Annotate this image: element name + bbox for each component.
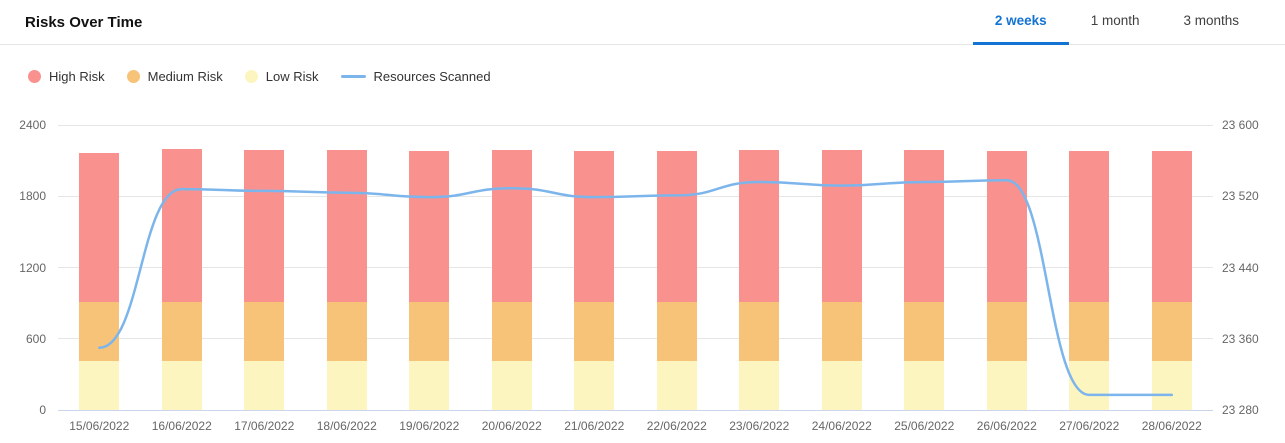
y-axis-left-tick-label: 1800	[19, 189, 46, 204]
legend-line-marker-icon	[340, 75, 366, 78]
bar-segment-medium-risk[interactable]	[326, 301, 367, 361]
bar-segment-medium-risk[interactable]	[574, 301, 615, 361]
x-axis-tick-label: 21/06/2022	[564, 419, 625, 433]
bar-segment-medium-risk[interactable]	[491, 301, 532, 361]
bar-segment-high-risk[interactable]	[244, 149, 285, 302]
x-axis-tick-label: 19/06/2022	[399, 419, 460, 433]
legend-item-resources-scanned[interactable]: Resources Scanned	[340, 69, 491, 84]
bar-segment-low-risk[interactable]	[244, 360, 285, 410]
bar-segment-high-risk[interactable]	[161, 149, 202, 302]
legend-item-label: Resources Scanned	[373, 69, 491, 84]
x-axis-tick-label: 18/06/2022	[316, 419, 377, 433]
gridline	[58, 267, 1213, 268]
bar-segment-high-risk[interactable]	[1069, 151, 1110, 302]
page-title: Risks Over Time	[25, 13, 143, 31]
y-axis-left-tick-label: 0	[39, 403, 46, 417]
bar-segment-medium-risk[interactable]	[904, 301, 945, 361]
y-axis-right-tick-label: 23 440	[1222, 260, 1259, 275]
tab-2-weeks[interactable]: 2 weeks	[972, 0, 1069, 45]
bar-segment-medium-risk[interactable]	[79, 301, 120, 361]
bar-segment-medium-risk[interactable]	[1151, 301, 1192, 361]
bar-segment-medium-risk[interactable]	[244, 301, 285, 361]
x-axis-tick-label: 20/06/2022	[481, 419, 542, 433]
legend-item-label: Low Risk	[265, 69, 319, 84]
bar-segment-high-risk[interactable]	[79, 152, 120, 302]
y-axis-left-tick-label: 1200	[19, 260, 46, 275]
plot-area	[58, 124, 1213, 411]
bar-segment-high-risk[interactable]	[1151, 151, 1192, 302]
bar-segment-low-risk[interactable]	[904, 360, 945, 410]
chart-legend: High Risk Medium Risk Low Risk Resources Sc…	[28, 69, 491, 84]
bar-segment-low-risk[interactable]	[409, 360, 450, 410]
legend-dot-icon	[28, 70, 41, 83]
gridline	[58, 338, 1213, 340]
tab-1-month[interactable]: 1 month	[1090, 13, 1140, 28]
x-axis-tick-label: 16/06/2022	[151, 419, 212, 433]
time-range-tabs: 2 weeks 1 month 3 months	[972, 0, 1285, 45]
bar-segment-low-risk[interactable]	[656, 360, 697, 410]
x-axis-tick-label: 26/06/2022	[976, 419, 1037, 433]
x-axis-tick-label: 28/06/2022	[1141, 419, 1202, 433]
tab-3-months[interactable]: 3 months	[1183, 13, 1239, 28]
bar-segment-low-risk[interactable]	[821, 360, 862, 410]
legend-item-label: High Risk	[49, 69, 105, 84]
legend-dot-icon	[244, 70, 258, 83]
x-axis-tick-label: 22/06/2022	[646, 419, 707, 433]
resources-scanned-line	[98, 178, 1174, 397]
bar-segment-medium-risk[interactable]	[656, 301, 697, 361]
bar-segment-medium-risk[interactable]	[821, 301, 862, 361]
x-axis-tick-label: 15/06/2022	[69, 419, 130, 433]
x-axis-tick-label: 24/06/2022	[811, 419, 872, 433]
legend-item-label: Medium Risk	[147, 69, 223, 84]
widget-header: Risks Over Time 2 weeks 1 month 3 months	[0, 0, 1285, 45]
bar-segment-low-risk[interactable]	[491, 360, 532, 410]
gridline	[58, 124, 1213, 126]
bar-segment-high-risk[interactable]	[821, 149, 862, 302]
legend-dot-icon	[126, 70, 140, 83]
x-axis-tick-label: 23/06/2022	[729, 419, 790, 433]
bar-segment-low-risk[interactable]	[326, 360, 367, 410]
bar-segment-medium-risk[interactable]	[739, 301, 780, 361]
y-axis-right-tick-label: 23 360	[1222, 331, 1259, 346]
x-axis-tick-label: 25/06/2022	[894, 419, 955, 433]
y-axis-left-tick-label: 600	[25, 331, 46, 346]
legend-item-low-risk[interactable]: Low Risk	[244, 69, 319, 84]
bar-segment-low-risk[interactable]	[1151, 360, 1192, 410]
bar-segment-low-risk[interactable]	[986, 360, 1027, 410]
bar-segment-medium-risk[interactable]	[409, 301, 450, 361]
bar-segment-high-risk[interactable]	[574, 150, 615, 302]
bar-segment-high-risk[interactable]	[986, 150, 1027, 302]
x-axis-line	[58, 409, 1213, 411]
bar-segment-high-risk[interactable]	[904, 149, 945, 302]
bar-segment-high-risk[interactable]	[656, 151, 697, 302]
legend-item-medium-risk[interactable]: Medium Risk	[126, 69, 223, 84]
y-axis-right-tick-label: 23 280	[1222, 403, 1259, 417]
x-axis-tick-label: 27/06/2022	[1059, 419, 1120, 433]
bar-segment-high-risk[interactable]	[491, 149, 532, 302]
y-axis-right-tick-label: 23 520	[1222, 189, 1259, 204]
bar-segment-low-risk[interactable]	[79, 360, 120, 410]
y-axis-right-tick-label: 23 600	[1222, 118, 1259, 132]
bar-segment-high-risk[interactable]	[739, 149, 780, 302]
bar-segment-low-risk[interactable]	[739, 360, 780, 410]
bar-segment-medium-risk[interactable]	[161, 301, 202, 361]
y-axis-left-tick-label: 2400	[19, 118, 46, 132]
bar-segment-high-risk[interactable]	[326, 149, 367, 302]
bar-segment-low-risk[interactable]	[161, 360, 202, 410]
x-axis-tick-label: 17/06/2022	[234, 419, 295, 433]
bar-segment-high-risk[interactable]	[409, 151, 450, 302]
legend-item-high-risk[interactable]: High Risk	[28, 69, 105, 84]
bar-segment-medium-risk[interactable]	[1069, 301, 1110, 361]
bar-segment-medium-risk[interactable]	[986, 301, 1027, 361]
bar-segment-low-risk[interactable]	[574, 360, 615, 410]
